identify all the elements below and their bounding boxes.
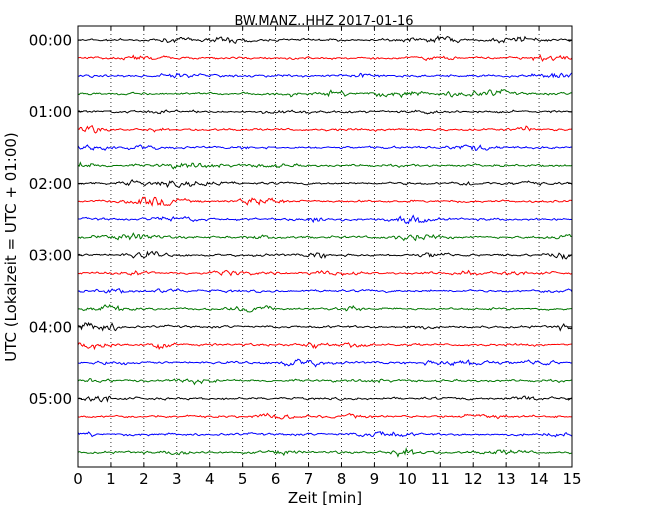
- chart-title: BW.MANZ..HHZ 2017-01-16: [234, 14, 413, 29]
- x-tick-label: 11: [431, 470, 450, 488]
- x-tick-label: 14: [530, 470, 549, 488]
- trace-0045: [77, 89, 573, 99]
- trace-0030: [77, 72, 573, 79]
- trace-0430: [77, 358, 573, 368]
- trace-0245: [77, 232, 573, 242]
- trace-0015: [77, 54, 573, 63]
- grid-lines: [110, 26, 540, 467]
- trace-0315: [77, 269, 573, 277]
- x-tick-label: 6: [271, 470, 281, 488]
- y-axis-ticks: 00:00 01:00 02:00 03:00 04:00 05:00: [29, 32, 572, 408]
- trace-0145: [77, 161, 573, 170]
- trace-0115: [77, 124, 573, 134]
- trace-0415: [77, 342, 573, 351]
- y-tick-label: 03:00: [29, 247, 72, 265]
- trace-0515: [77, 412, 573, 420]
- x-tick-label: 13: [497, 470, 516, 488]
- trace-0530: [77, 430, 573, 438]
- x-tick-label: 2: [139, 470, 149, 488]
- trace-0500: [77, 395, 573, 403]
- x-tick-label: 0: [73, 470, 83, 488]
- trace-0215: [77, 196, 573, 207]
- x-axis-ticks: 0 1 2 3 4 5 6 7 8 9 10 11 12 13 14 15: [73, 26, 582, 488]
- x-tick-label: 5: [238, 470, 248, 488]
- trace-0345: [77, 304, 573, 313]
- y-tick-label: 02:00: [29, 175, 72, 193]
- x-tick-label: 12: [464, 470, 483, 488]
- x-tick-label: 3: [172, 470, 182, 488]
- x-tick-label: 8: [337, 470, 347, 488]
- x-tick-label: 9: [370, 470, 380, 488]
- trace-0545: [77, 446, 573, 458]
- x-tick-label: 7: [304, 470, 314, 488]
- trace-0100: [77, 109, 573, 115]
- trace-0400: [77, 321, 573, 332]
- y-axis-label: UTC (Lokalzeit = UTC + 01:00): [2, 132, 20, 362]
- trace-0000: [77, 35, 573, 44]
- trace-0230: [77, 214, 573, 225]
- seismic-traces: [77, 35, 573, 458]
- x-tick-label: 1: [106, 470, 116, 488]
- x-tick-label: 4: [205, 470, 215, 488]
- trace-0200: [77, 179, 573, 189]
- plot-frame: [77, 25, 573, 468]
- y-tick-label: 01:00: [29, 103, 72, 121]
- trace-0300: [77, 250, 573, 260]
- trace-0330: [77, 287, 573, 294]
- x-axis-label: Zeit [min]: [288, 489, 362, 507]
- x-tick-label: 15: [562, 470, 581, 488]
- y-tick-label: 00:00: [29, 32, 72, 50]
- y-tick-label: 04:00: [29, 318, 72, 336]
- y-tick-label: 05:00: [29, 390, 72, 408]
- trace-0130: [77, 144, 573, 152]
- x-tick-label: 10: [398, 470, 417, 488]
- trace-0445: [77, 378, 573, 386]
